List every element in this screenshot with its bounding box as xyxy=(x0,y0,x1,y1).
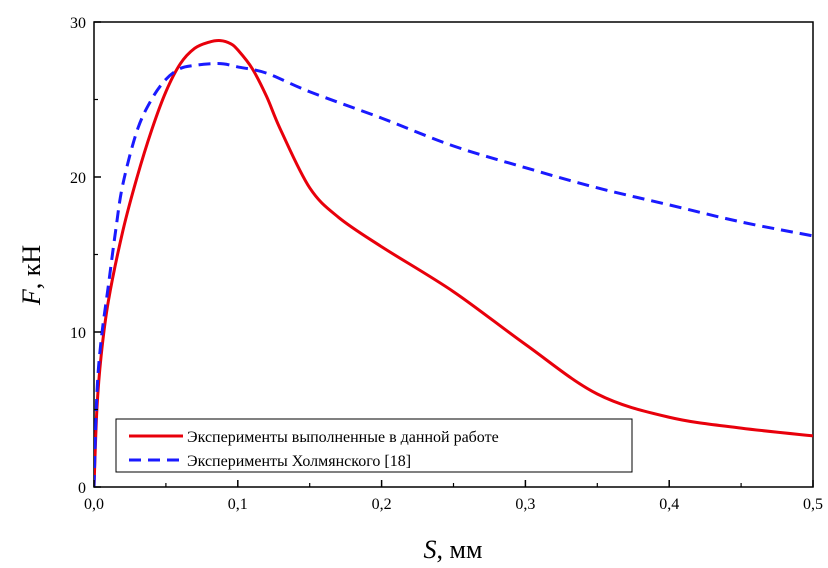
series-line-1 xyxy=(94,39,813,487)
legend-label-1: Эксперименты выполненные в данной работе xyxy=(187,429,499,446)
legend-label-2: Эксперименты Холмянского [18] xyxy=(187,453,411,470)
x-tick-label: 0,3 xyxy=(515,496,535,513)
x-tick-label: 0,5 xyxy=(803,496,823,513)
y-axis-unit: , кН xyxy=(17,245,46,290)
y-tick-label: 20 xyxy=(70,170,86,187)
y-axis-title: F, кН xyxy=(17,245,46,307)
plot-frame xyxy=(93,21,814,488)
x-tick-label: 0,1 xyxy=(228,496,248,513)
x-tick-label: 0,0 xyxy=(84,496,104,513)
legend: Эксперименты выполненные в данной работе… xyxy=(115,418,633,473)
y-tick-label: 0 xyxy=(78,480,86,497)
x-axis-variable: S xyxy=(424,535,437,564)
y-tick-label: 10 xyxy=(70,325,86,342)
x-tick-label: 0,4 xyxy=(659,496,679,513)
x-tick-label: 0,2 xyxy=(372,496,392,513)
x-axis-unit: , мм xyxy=(437,535,483,564)
y-tick-label: 30 xyxy=(70,15,86,32)
x-axis-title: S, мм xyxy=(424,535,483,564)
y-axis-variable: F xyxy=(17,288,46,306)
legend-box xyxy=(115,418,633,473)
tick-layer: 0,0 0,1 0,2 0,3 0,4 0,5 0 10 20 30 xyxy=(70,15,823,513)
series-layer xyxy=(94,39,813,487)
series-line-2 xyxy=(94,62,813,487)
